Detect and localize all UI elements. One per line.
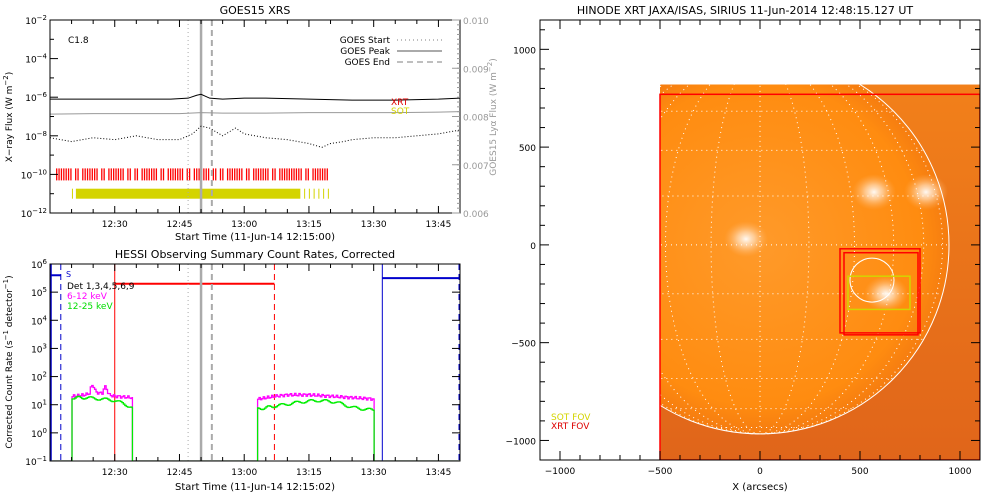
goes-series-goes-short-channel bbox=[50, 125, 460, 148]
goes-ylabel-right: GOES15 Lyα Flux (W m−2) bbox=[486, 58, 499, 176]
goes-xtick-label: 13:15 bbox=[296, 220, 322, 230]
goes-series-goes-long-channel bbox=[50, 93, 460, 101]
goes-ytick-label: 10−4 bbox=[25, 53, 47, 66]
xrt-xtick-label: 1000 bbox=[949, 467, 972, 477]
goes-plot-area bbox=[50, 20, 460, 213]
longitude-gridline bbox=[660, 84, 761, 435]
target-circle bbox=[849, 257, 895, 303]
xrt-ytick-label: 0 bbox=[530, 242, 536, 252]
hessi-ytick-label: 105 bbox=[31, 286, 47, 299]
hessi-ytick-label: 101 bbox=[31, 399, 47, 412]
xrt-full-fov-box bbox=[659, 93, 980, 460]
goes-xtick-label: 12:30 bbox=[102, 220, 128, 230]
sot-coverage-bar bbox=[75, 188, 301, 199]
xrt-image-area[interactable] bbox=[571, 56, 980, 460]
solar-limb bbox=[660, 84, 950, 435]
hessi-ytick-label: 106 bbox=[31, 258, 47, 271]
goes-xtick-label: 13:30 bbox=[361, 220, 387, 230]
bright-active-region bbox=[904, 174, 948, 211]
goes-yrtick-label: 0.008 bbox=[463, 114, 489, 124]
goes-series-goes-ly- bbox=[50, 111, 460, 115]
solar-disk bbox=[660, 84, 949, 434]
goes-ytick-label: 10−12 bbox=[21, 207, 47, 220]
hessi-legend-label: 6-12 keV bbox=[67, 292, 108, 302]
goes-xtick-label: 13:00 bbox=[231, 220, 257, 230]
goes-yrtick-label: 0.010 bbox=[463, 17, 489, 27]
goes-yrtick-label: 0.006 bbox=[463, 210, 489, 220]
xrt-fov-2-box bbox=[843, 251, 919, 336]
bright-active-region bbox=[864, 275, 908, 312]
xrt-ytick-label: 500 bbox=[519, 144, 536, 154]
hessi-legend-label: 12-25 keV bbox=[67, 302, 113, 312]
goes-instrument-label: SOT bbox=[391, 107, 410, 117]
goes-ytick-label: 10−8 bbox=[25, 130, 47, 143]
goes-annotation: C1.8 bbox=[68, 36, 89, 46]
xrt-legend-label: XRT FOV bbox=[551, 422, 590, 432]
bright-active-region bbox=[598, 172, 642, 208]
goes-yrtick-label: 0.009 bbox=[463, 65, 489, 75]
goes-legend-label: GOES Start bbox=[340, 36, 391, 46]
hessi-series-6-12-kev bbox=[50, 384, 460, 461]
hessi-xtick-label: 12:45 bbox=[167, 468, 193, 478]
xrt-ytick-label: −1000 bbox=[506, 437, 537, 447]
hessi-panel: HESSI Observing Summary Count Rates, Cor… bbox=[2, 248, 461, 493]
xrt-solar-image bbox=[598, 84, 950, 435]
hessi-series-12-25-kev bbox=[50, 395, 460, 461]
goes-legend-label: GOES Peak bbox=[340, 47, 390, 57]
hessi-plot-area bbox=[50, 264, 460, 461]
longitude-gridline bbox=[759, 84, 944, 435]
goes-legend-label: GOES End bbox=[345, 58, 390, 68]
hessi-xtick-label: 12:30 bbox=[102, 468, 128, 478]
hessi-xtick-label: 13:00 bbox=[231, 468, 257, 478]
xrt-legend-label: SOT FOV bbox=[551, 413, 591, 423]
hessi-ytick-label: 10−1 bbox=[25, 455, 47, 468]
goes-instrument-label: XRT bbox=[391, 98, 409, 108]
hessi-saa-label: S bbox=[66, 270, 71, 279]
goes-ylabel: X−ray Flux (W m−2) bbox=[2, 72, 15, 163]
xrt-xtick-label: −1000 bbox=[545, 467, 576, 477]
goes-xtick-label: 12:45 bbox=[167, 220, 193, 230]
goes-title: GOES15 XRS bbox=[220, 4, 291, 17]
hessi-ytick-label: 104 bbox=[31, 314, 47, 327]
hessi-ytick-label: 100 bbox=[31, 427, 47, 440]
xrt-fov-1-box bbox=[839, 248, 921, 334]
hessi-xtick-label: 13:15 bbox=[296, 468, 322, 478]
hessi-title: HESSI Observing Summary Count Rates, Cor… bbox=[115, 248, 395, 261]
longitude-gridline bbox=[759, 84, 895, 435]
goes-xtick-label: 13:45 bbox=[425, 220, 451, 230]
hessi-legend-label: Det 1,3,4,5,6,9 bbox=[67, 282, 135, 292]
goes-ytick-label: 10−6 bbox=[25, 91, 47, 104]
bright-active-region bbox=[852, 174, 896, 211]
hessi-xlabel: Start Time (11-Jun-14 12:15:02) bbox=[175, 482, 335, 493]
goes-ytick-label: 10−2 bbox=[25, 14, 47, 27]
xrt-ytick-label: 1000 bbox=[513, 46, 536, 56]
hessi-xtick-label: 13:30 bbox=[361, 468, 387, 478]
xrt-xtick-label: 0 bbox=[757, 467, 763, 477]
xrt-axes: −1000 −500 0 500 1000 1000 500 0 −500 −1000 bbox=[506, 20, 981, 477]
xrt-xtick-label: 500 bbox=[851, 467, 868, 477]
goes-ytick-label: 10−10 bbox=[21, 168, 47, 181]
hessi-ytick-label: 102 bbox=[31, 371, 47, 384]
xrt-title: HINODE XRT JAXA/ISAS, SIRIUS 11-Jun-2014… bbox=[577, 4, 914, 17]
bright-active-region bbox=[724, 221, 768, 258]
hessi-ytick-label: 103 bbox=[31, 342, 47, 355]
sot-fov-box bbox=[847, 275, 911, 311]
xrt-panel: HINODE XRT JAXA/ISAS, SIRIUS 11-Jun-2014… bbox=[506, 4, 981, 493]
hessi-axes-frame bbox=[49, 263, 461, 462]
goes-yrtick-label: 0.007 bbox=[463, 162, 489, 172]
goes-panel: GOES15 XRS 10−2 10−4 10−6 10−8 10−10 10−12 0.0… bbox=[2, 4, 499, 243]
hessi-xtick-label: 13:45 bbox=[425, 468, 451, 478]
hessi-ylabel: Corrected Count Rate (s−1 detector−1) bbox=[2, 275, 15, 448]
goes-xlabel: Start Time (11-Jun-14 12:15:00) bbox=[175, 232, 335, 243]
xrt-xlabel: X (arcsecs) bbox=[732, 482, 788, 493]
xrt-ytick-label: −500 bbox=[511, 340, 536, 350]
xrt-xtick-label: −500 bbox=[648, 467, 673, 477]
